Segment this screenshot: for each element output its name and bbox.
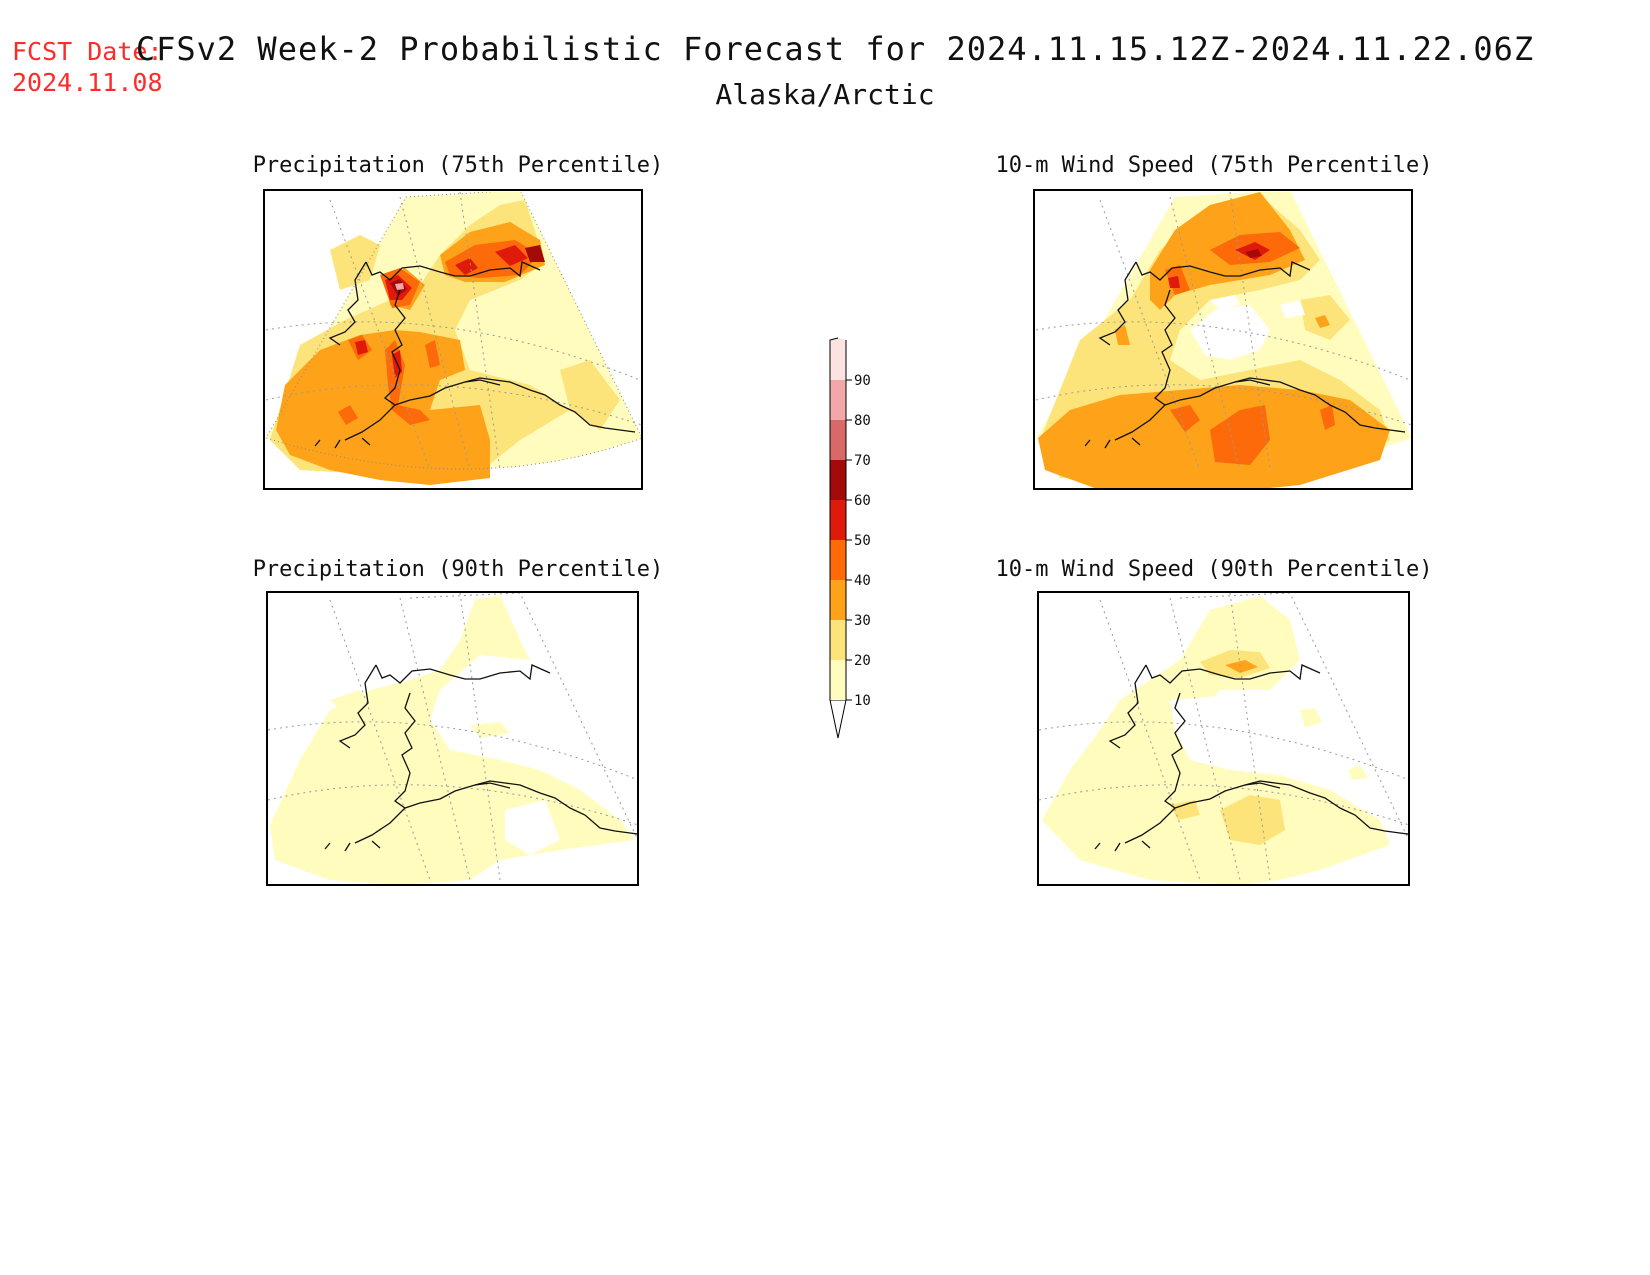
alaska-coastline [1084, 261, 1406, 449]
contour-clear2 [478, 658, 505, 690]
panel-title-wind-90: 10-m Wind Speed (90th Percentile) [995, 557, 1433, 582]
contour-40f [425, 340, 440, 368]
graticule [266, 192, 642, 471]
panel-frame-wind-75 [1033, 189, 1413, 490]
forecast-date-value: 2024.11.08 [12, 68, 163, 97]
contour-10 [1042, 596, 1390, 885]
contour-30d [1115, 325, 1130, 345]
contour-60 [1245, 249, 1262, 258]
contour-clear1 [1190, 305, 1270, 360]
alaska-coastline [324, 664, 638, 852]
colorbar-swatch [830, 620, 846, 660]
forecast-date-label: FCST Date: [12, 37, 163, 66]
graticule [1039, 593, 1409, 881]
contour-clear1 [505, 800, 560, 855]
forecast-date-block: FCST Date: 2024.11.08 [12, 36, 163, 98]
colorbar: 10 20 30 40 50 60 70 80 90 [829, 337, 871, 739]
colorbar-tick-label: 40 [854, 573, 871, 589]
graticule [1036, 192, 1412, 471]
colorbar-swatch [830, 340, 846, 380]
colorbar-swatch [830, 420, 846, 460]
contour-clear1 [1170, 695, 1260, 770]
contour-20b [330, 235, 380, 290]
contour-40e [1320, 405, 1335, 430]
panel-title-wind-75: 10-m Wind Speed (75th Percentile) [995, 153, 1433, 178]
contour-40d [1210, 405, 1270, 465]
colorbar-swatch [830, 580, 846, 620]
contour-50c [495, 245, 528, 266]
contour-10b [470, 722, 510, 738]
map-panel-wind-90 [1039, 593, 1409, 885]
colorbar-tick-label: 70 [854, 453, 871, 469]
contour-10 [270, 595, 635, 885]
map-panel-precip-75 [266, 192, 642, 485]
colorbar-tick-label: 20 [854, 653, 871, 669]
alaska-coastline [314, 261, 636, 449]
panel-frame-precip-90 [266, 591, 639, 886]
contour-40c [1170, 405, 1200, 432]
colorbar-swatch [830, 660, 846, 700]
map-panel-wind-75 [1036, 192, 1412, 489]
colorbar-tick-label: 90 [854, 373, 871, 389]
contour-clear3 [1280, 300, 1305, 318]
alaska-coastline [1094, 664, 1409, 852]
colorbar-tick-label: 60 [854, 493, 871, 509]
graticule [268, 593, 638, 881]
contour-60b [525, 245, 545, 262]
contour-30 [1225, 660, 1258, 673]
colorbar-swatch [830, 380, 846, 420]
contour-50b [455, 258, 478, 275]
colorbar-tick-label: 50 [854, 533, 871, 549]
panel-frame-wind-90 [1037, 591, 1410, 886]
contour-10c [330, 690, 375, 720]
contour-80 [395, 283, 404, 290]
contour-20c [1170, 800, 1200, 820]
contour-clear2 [1210, 295, 1240, 310]
contour-50d [355, 340, 368, 355]
colorbar-outline [829, 337, 847, 700]
page-title: CFSv2 Week-2 Probabilistic Forecast for … [135, 30, 1535, 68]
panel-title-precip-75: Precipitation (75th Percentile) [252, 153, 664, 178]
colorbar-tick-label: 30 [854, 613, 871, 629]
colorbar-swatch [830, 500, 846, 540]
panel-frame-precip-75 [263, 189, 643, 490]
contour-30 [276, 330, 490, 485]
contour-50b [1168, 276, 1180, 288]
domain-boundary [266, 192, 642, 470]
colorbar-tick-label: 80 [854, 413, 871, 429]
contour-10b [1300, 708, 1322, 728]
colorbar-swatch [830, 540, 846, 580]
map-panel-precip-90 [268, 593, 638, 885]
colorbar-bottom-cap [829, 699, 847, 739]
contour-40e [338, 405, 358, 425]
colorbar-tick-label: 10 [854, 693, 871, 709]
contour-30c [1315, 315, 1330, 328]
colorbar-swatch [830, 460, 846, 500]
contour-10c [1348, 765, 1368, 780]
contour-20b [1220, 795, 1285, 845]
panel-title-precip-90: Precipitation (90th Percentile) [252, 557, 664, 582]
region-subtitle: Alaska/Arctic [715, 78, 935, 111]
